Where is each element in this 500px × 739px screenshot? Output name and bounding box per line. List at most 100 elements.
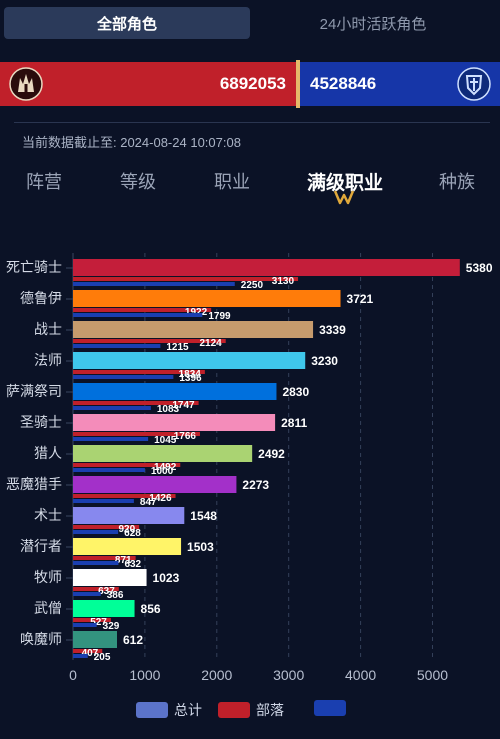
alliance-bar — [73, 313, 203, 317]
total-bar — [73, 538, 182, 555]
legend-horde-swatch — [218, 702, 250, 718]
alliance-emblem-icon — [457, 67, 491, 101]
horde-value-label: 1922 — [185, 307, 208, 318]
horde-total-value: 6892053 — [219, 74, 286, 93]
horde-value-label: 637 — [98, 586, 115, 597]
horde-bar — [73, 339, 226, 343]
alliance-bar — [73, 530, 119, 534]
x-tick-label: 1000 — [129, 667, 160, 683]
x-tick-label: 2000 — [201, 667, 232, 683]
legend-horde[interactable]: 部落 — [218, 700, 284, 720]
category-label: 萨满祭司 — [6, 383, 62, 399]
horde-bar — [73, 432, 200, 436]
total-bar — [73, 569, 147, 586]
alliance-value-label: 1045 — [154, 435, 177, 446]
alliance-bar — [73, 654, 88, 658]
horde-value-label: 1766 — [174, 431, 197, 442]
alliance-value-label: 386 — [107, 590, 124, 601]
horde-bar — [73, 494, 176, 498]
horde-value-label: 407 — [82, 648, 99, 659]
alliance-bar — [73, 375, 174, 379]
class-distribution-chart: 0 1000 2000 3000 4000 5000 死亡骑士 5380 3130 2250 德鲁伊… — [6, 253, 493, 683]
category-label: 武僧 — [34, 600, 62, 616]
category-label: 法师 — [34, 352, 62, 368]
faction-divider — [296, 60, 300, 108]
alliance-bar — [73, 282, 235, 286]
alliance-value-label: 329 — [103, 621, 120, 632]
total-value-label: 612 — [123, 633, 143, 647]
total-value-label: 1548 — [190, 509, 217, 523]
separator — [14, 122, 490, 123]
total-value-label: 3230 — [311, 354, 338, 368]
horde-value-label: 1426 — [149, 493, 172, 504]
total-bar — [73, 445, 253, 462]
alliance-value-label: 632 — [124, 559, 141, 570]
chart-legend: 总计 部落 — [0, 700, 500, 724]
tab-class[interactable]: 职业 — [214, 172, 250, 192]
alliance-value-label: 628 — [124, 528, 141, 539]
total-bar — [73, 259, 460, 276]
faction-population-bar: 6892053 4528846 — [0, 60, 500, 108]
horde-bar — [73, 308, 212, 312]
alliance-value-label: 847 — [140, 497, 157, 508]
category-label: 潜行者 — [20, 538, 62, 554]
legend-total-swatch — [136, 702, 168, 718]
alliance-bar — [73, 468, 145, 472]
total-bar — [73, 507, 185, 524]
category-label: 唤魔师 — [20, 631, 62, 647]
role-tabs: 全部角色 24小时活跃角色 — [0, 0, 500, 44]
total-value-label: 3721 — [347, 292, 374, 306]
tab-level[interactable]: 等级 — [120, 172, 156, 192]
total-bar — [73, 631, 118, 648]
alliance-value-label: 1799 — [208, 311, 231, 322]
horde-value-label: 2124 — [199, 338, 222, 349]
total-value-label: 856 — [141, 602, 161, 616]
horde-bar — [73, 649, 103, 653]
tab-race[interactable]: 种族 — [439, 172, 475, 192]
total-bar — [73, 414, 276, 431]
total-value-label: 2273 — [242, 478, 269, 492]
total-bar — [73, 352, 306, 369]
legend-horde-label: 部落 — [256, 702, 284, 718]
tab-faction[interactable]: 阵营 — [26, 172, 62, 192]
horde-value-label: 920 — [118, 524, 135, 535]
horde-bar — [73, 370, 205, 374]
alliance-value-label: 1396 — [179, 373, 202, 384]
tab-active-24h[interactable]: 24小时活跃角色 — [319, 15, 427, 33]
x-tick-label: 3000 — [273, 667, 304, 683]
horde-value-label: 1834 — [179, 369, 202, 380]
total-value-label: 2830 — [282, 385, 309, 399]
total-value-label: 5380 — [466, 261, 493, 275]
alliance-bar — [73, 344, 161, 348]
data-timestamp: 当前数据截止至: 2024-08-24 10:07:08 — [22, 135, 241, 150]
alliance-bar — [73, 499, 134, 503]
alliance-value-label: 1083 — [157, 404, 180, 415]
legend-total[interactable]: 总计 — [136, 700, 202, 720]
category-label: 术士 — [34, 507, 62, 523]
total-bar — [73, 383, 277, 400]
x-tick-label: 5000 — [417, 667, 448, 683]
horde-bar — [0, 62, 296, 106]
category-label: 死亡骑士 — [6, 259, 62, 275]
total-bar — [73, 321, 314, 338]
active-tab-indicator-icon — [333, 190, 355, 205]
alliance-bar — [73, 437, 149, 441]
tab-all-roles[interactable]: 全部角色 — [4, 7, 250, 39]
total-value-label: 2492 — [258, 447, 285, 461]
horde-bar — [73, 401, 199, 405]
total-value-label: 1503 — [187, 540, 214, 554]
alliance-value-label: 1215 — [166, 342, 189, 353]
horde-value-label: 1747 — [172, 400, 195, 411]
total-value-label: 3339 — [319, 323, 346, 337]
alliance-value-label: 1000 — [151, 466, 174, 477]
horde-bar — [73, 463, 181, 467]
horde-value-label: 1492 — [154, 462, 177, 473]
alliance-total-value: 4528846 — [310, 74, 377, 93]
horde-value-label: 871 — [115, 555, 132, 566]
alliance-value-label: 205 — [94, 652, 111, 663]
alliance-bar — [73, 592, 101, 596]
total-value-label: 1023 — [153, 571, 180, 585]
tab-max-level-class[interactable]: 满级职业 — [306, 173, 384, 194]
category-label: 圣骑士 — [20, 414, 62, 430]
legend-alliance[interactable] — [314, 700, 352, 716]
